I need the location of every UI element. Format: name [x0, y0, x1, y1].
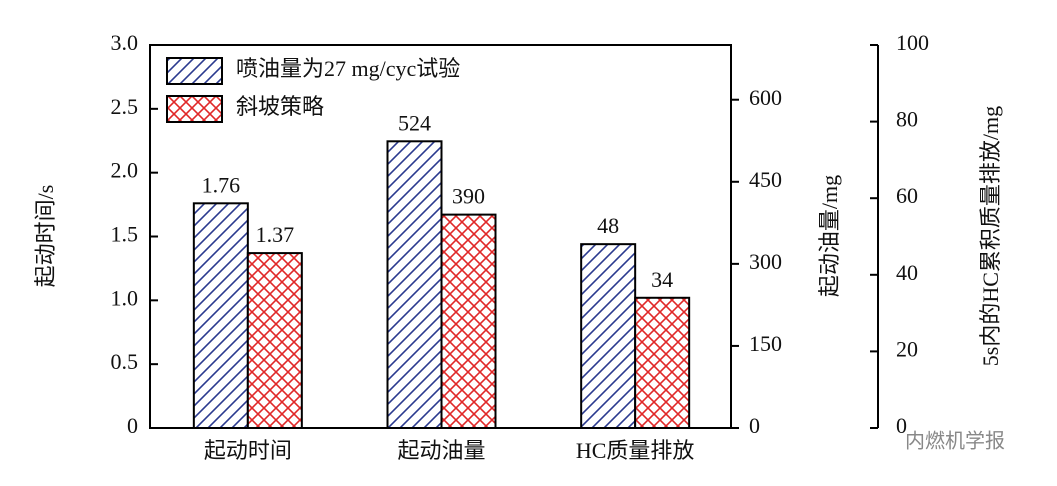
x-tick-label: 起动油量	[397, 438, 485, 463]
y2-tick-label: 150	[749, 331, 782, 356]
bar-value-label: 1.37	[256, 222, 295, 247]
x-tick-label: 起动时间	[204, 438, 292, 463]
y3-tick-label: 60	[896, 183, 918, 208]
y2-tick-label: 600	[749, 85, 782, 110]
y-tick-label: 1.5	[111, 222, 139, 247]
bar	[440, 213, 497, 429]
y-tick-label: 0	[127, 413, 138, 438]
y-tick-label: 2.5	[111, 94, 139, 119]
bar	[246, 252, 303, 429]
bar-value-label: 1.76	[202, 172, 241, 197]
bar	[192, 202, 249, 429]
legend-swatch	[166, 57, 223, 85]
bar-value-label: 390	[452, 184, 485, 209]
y3-tick-label: 40	[896, 260, 918, 285]
y2-tick-label: 450	[749, 167, 782, 192]
legend-label: 喷油量为27 mg/cyc试验	[236, 56, 460, 81]
bar-value-label: 34	[651, 267, 673, 292]
y3-tick-label: 100	[896, 30, 929, 55]
y-tick-label: 3.0	[111, 30, 139, 55]
bar	[634, 296, 691, 429]
x-tick-label: HC质量排放	[576, 438, 695, 463]
y2-axis-label: 起动油量/mg	[817, 175, 842, 297]
legend-label: 斜坡策略	[236, 94, 324, 119]
bar	[386, 140, 443, 429]
y-tick-label: 1.0	[111, 285, 139, 310]
y-tick-label: 0.5	[111, 349, 139, 374]
y3-tick-label: 0	[896, 413, 907, 438]
y3-axis-label: 5s内的HC累积质量排放/mg	[978, 106, 1003, 366]
watermark: 内燃机学报	[905, 429, 1005, 453]
bar-value-label: 48	[597, 213, 619, 238]
y-tick-label: 2.0	[111, 158, 139, 183]
y2-tick-label: 300	[749, 249, 782, 274]
bar-value-label: 524	[398, 110, 431, 135]
plot-frame	[149, 44, 732, 429]
bar	[580, 243, 637, 429]
legend-swatch	[166, 95, 223, 123]
y3-tick-label: 80	[896, 107, 918, 132]
y-axis-label: 起动时间/s	[33, 185, 58, 288]
y3-tick-label: 20	[896, 336, 918, 361]
y2-tick-label: 0	[749, 413, 760, 438]
